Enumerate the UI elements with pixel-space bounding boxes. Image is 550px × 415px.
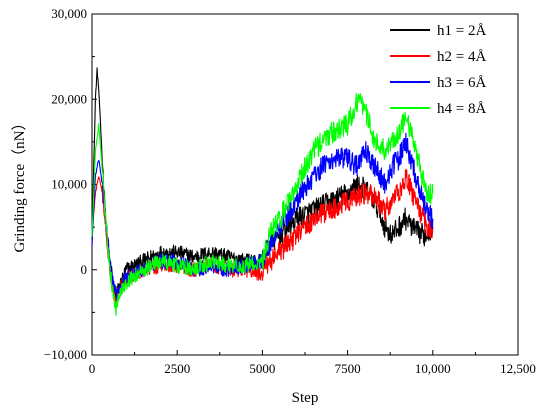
y-tick-label: 0 bbox=[81, 262, 88, 277]
legend-label-1: h1 = 2Å bbox=[437, 23, 486, 39]
y-axis-ticks: −10,000 0 10,000 20,000 30,000 bbox=[44, 6, 97, 362]
y-tick-label: 30,000 bbox=[51, 6, 87, 21]
y-tick-label: 10,000 bbox=[51, 177, 87, 192]
x-tick-label: 10,000 bbox=[415, 361, 451, 376]
y-axis-title: Grinding force（nN） bbox=[11, 115, 28, 252]
x-tick-label: 2500 bbox=[164, 361, 190, 376]
y-tick-label: 20,000 bbox=[51, 91, 87, 106]
y-tick-label: −10,000 bbox=[44, 347, 87, 362]
legend-label-3: h3 = 6Å bbox=[437, 75, 486, 91]
x-tick-label: 0 bbox=[89, 361, 96, 376]
x-axis-title: Step bbox=[292, 390, 319, 406]
legend-label-2: h2 = 4Å bbox=[437, 49, 486, 65]
legend: h1 = 2Å h2 = 4Å h3 = 6Å h4 = 8Å bbox=[390, 23, 486, 117]
series-line-4 bbox=[91, 92, 434, 316]
x-tick-label: 12,500 bbox=[500, 361, 536, 376]
x-axis-ticks: 0 2500 5000 7500 10,000 12,500 bbox=[89, 350, 536, 376]
series-lines bbox=[91, 67, 434, 316]
x-tick-label: 7500 bbox=[335, 361, 361, 376]
legend-label-4: h4 = 8Å bbox=[437, 101, 486, 117]
series-line-2 bbox=[91, 169, 434, 306]
x-tick-label: 5000 bbox=[249, 361, 275, 376]
